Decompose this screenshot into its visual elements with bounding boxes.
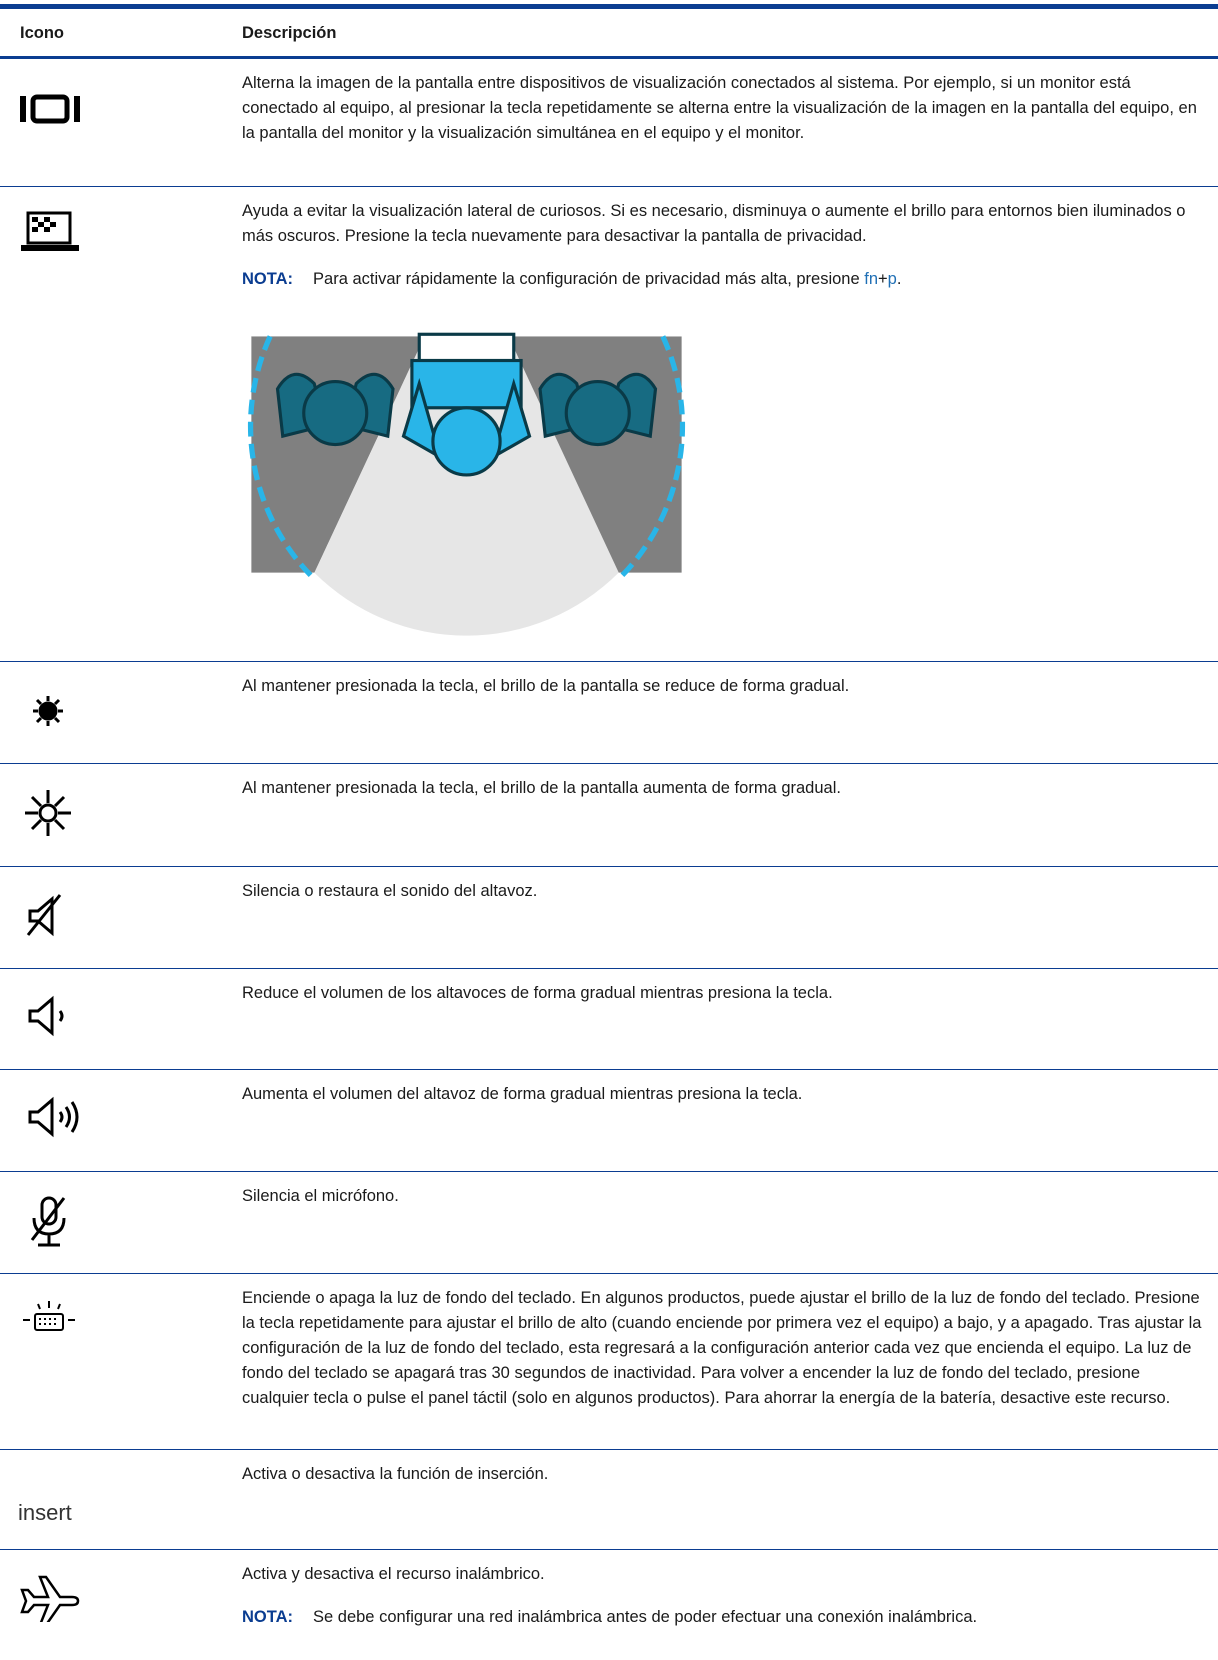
row: Ayuda a evitar la visualización lateral … bbox=[0, 187, 1218, 662]
header-icon: Icono bbox=[20, 24, 64, 42]
description: Al mantener presionada la tecla, el bril… bbox=[242, 677, 850, 695]
row: Silencia el micrófono. bbox=[0, 1172, 1218, 1274]
description: Activa o desactiva la función de inserci… bbox=[242, 1465, 549, 1483]
description: Al mantener presionada la tecla, el bril… bbox=[242, 779, 841, 797]
row: Silencia o restaura el sonido del altavo… bbox=[0, 867, 1218, 969]
header-description: Descripción bbox=[242, 24, 337, 42]
icon bbox=[33, 696, 63, 726]
description: Aumenta el volumen del altavoz de forma … bbox=[242, 1085, 803, 1103]
icon bbox=[28, 1096, 79, 1138]
note: NOTA: Para activar rápidamente la configu… bbox=[242, 267, 1202, 292]
description: Silencia el micrófono. bbox=[242, 1187, 399, 1205]
description: Silencia o restaura el sonido del altavo… bbox=[242, 882, 538, 900]
icon bbox=[26, 894, 62, 937]
row: insert Activa o desactiva la función de … bbox=[0, 1450, 1218, 1550]
note-end: . bbox=[896, 270, 902, 288]
row: Aumenta el volumen del altavoz de forma … bbox=[0, 1070, 1218, 1172]
row: Alterna la imagen de la pantalla entre d… bbox=[0, 59, 1218, 187]
description: Alterna la imagen de la pantalla entre d… bbox=[242, 74, 1197, 142]
note: NOTA: Se debe configurar una red inalámbr… bbox=[242, 1605, 1202, 1630]
icon bbox=[20, 1575, 80, 1622]
table-header: Icono Descripción bbox=[0, 9, 1218, 59]
icon-text: insert bbox=[18, 1500, 72, 1525]
icon bbox=[30, 1196, 66, 1247]
privacy-illustration bbox=[247, 332, 686, 636]
icon bbox=[20, 94, 80, 124]
key: fn bbox=[864, 270, 879, 288]
description-block: Ayuda a evitar la visualización lateral … bbox=[242, 199, 1202, 292]
icon bbox=[28, 995, 64, 1037]
row: Al mantener presionada la tecla, el bril… bbox=[0, 764, 1218, 867]
description: Enciende o apaga la luz de fondo del tec… bbox=[242, 1289, 1202, 1407]
note-text: Para activar rápidamente la configuració… bbox=[313, 270, 865, 288]
top-rule bbox=[0, 4, 1218, 9]
row: Al mantener presionada la tecla, el bril… bbox=[0, 662, 1218, 764]
note-label: NOTA: bbox=[242, 270, 294, 288]
key: p bbox=[887, 270, 897, 288]
icon bbox=[23, 1301, 75, 1331]
row: Reduce el volumen de los altavoces de fo… bbox=[0, 969, 1218, 1070]
note-text: Se debe configurar una red inalámbrica a… bbox=[313, 1608, 978, 1626]
note-label: NOTA: bbox=[242, 1608, 294, 1626]
description-block: Activa y desactiva el recurso inalámbric… bbox=[242, 1562, 1202, 1630]
description: Activa y desactiva el recurso inalámbric… bbox=[242, 1565, 545, 1583]
icon bbox=[21, 211, 79, 251]
icon bbox=[25, 790, 71, 836]
description: Reduce el volumen de los altavoces de fo… bbox=[242, 984, 833, 1002]
row: Activa y desactiva el recurso inalámbric… bbox=[0, 1550, 1218, 1660]
row: Enciende o apaga la luz de fondo del tec… bbox=[0, 1274, 1218, 1450]
plus: + bbox=[878, 270, 888, 288]
description: Ayuda a evitar la visualización lateral … bbox=[242, 202, 1186, 245]
